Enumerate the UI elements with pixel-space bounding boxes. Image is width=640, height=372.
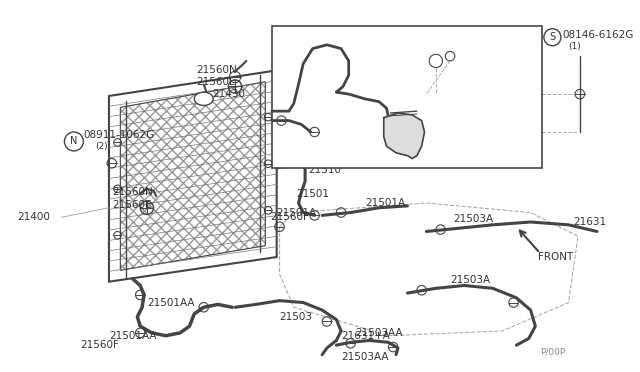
Text: (1): (1) bbox=[568, 42, 581, 51]
Text: 21501E: 21501E bbox=[322, 116, 362, 126]
Text: 21560N: 21560N bbox=[196, 65, 237, 76]
Text: 21560N: 21560N bbox=[112, 187, 152, 197]
Text: (2): (2) bbox=[95, 142, 108, 151]
Text: FRONT: FRONT bbox=[538, 252, 573, 262]
Text: 21516: 21516 bbox=[448, 49, 481, 59]
Text: 21503AA: 21503AA bbox=[355, 328, 403, 338]
Text: 21503AA: 21503AA bbox=[341, 353, 388, 362]
Text: 21501A: 21501A bbox=[276, 208, 317, 218]
Text: 21631+A: 21631+A bbox=[341, 331, 390, 341]
Text: 21510: 21510 bbox=[308, 165, 341, 175]
Text: N: N bbox=[70, 137, 77, 147]
Text: 21631: 21631 bbox=[573, 217, 606, 227]
Text: 21560E: 21560E bbox=[196, 77, 236, 87]
Text: 21518: 21518 bbox=[426, 127, 460, 137]
Text: P/00P: P/00P bbox=[540, 347, 565, 356]
Text: 21560E: 21560E bbox=[112, 200, 151, 210]
Text: 21501AA: 21501AA bbox=[147, 298, 195, 308]
Text: 08911-1062G: 08911-1062G bbox=[83, 130, 155, 140]
Bar bbox=[272, 26, 542, 168]
Text: 21501: 21501 bbox=[296, 189, 330, 199]
Text: 21560F: 21560F bbox=[81, 340, 120, 350]
Text: 21501A: 21501A bbox=[365, 198, 405, 208]
Polygon shape bbox=[384, 113, 424, 158]
Text: 21400: 21400 bbox=[17, 212, 50, 222]
Text: 21503A: 21503A bbox=[453, 214, 493, 224]
Text: 21503A: 21503A bbox=[450, 275, 490, 285]
Text: 21501AA: 21501AA bbox=[109, 331, 156, 341]
Text: 21503: 21503 bbox=[280, 312, 312, 322]
Ellipse shape bbox=[195, 92, 213, 105]
Text: 21501E: 21501E bbox=[369, 97, 409, 107]
Polygon shape bbox=[109, 70, 276, 282]
Text: 21560F: 21560F bbox=[270, 212, 309, 222]
Text: 08146-6162G: 08146-6162G bbox=[562, 31, 633, 40]
Text: 21430: 21430 bbox=[212, 89, 245, 99]
Text: S: S bbox=[549, 32, 556, 42]
Text: 21515: 21515 bbox=[313, 31, 346, 40]
